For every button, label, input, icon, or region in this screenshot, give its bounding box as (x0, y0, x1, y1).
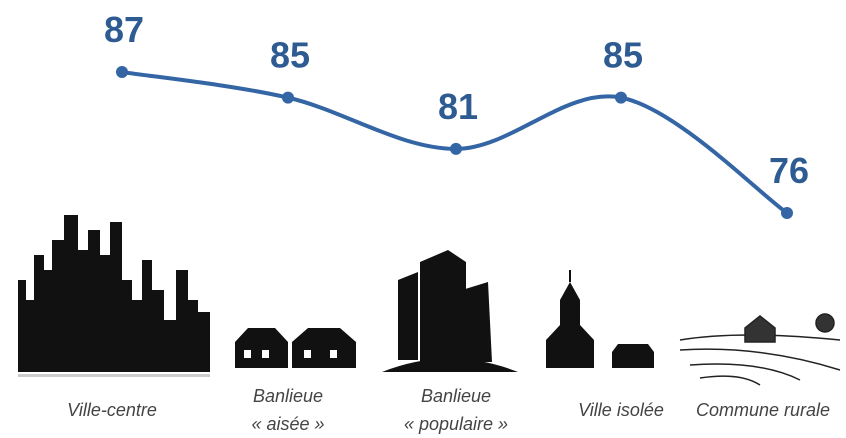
point (282, 91, 294, 104)
category-label: Commune rurale (695, 400, 831, 420)
value-label: 85 (603, 35, 643, 76)
icon-towers (382, 250, 518, 372)
value-label: 87 (104, 9, 144, 50)
point (781, 207, 793, 219)
category-label: Banlieue « populaire » (403, 386, 509, 434)
category-label: Banlieue « aisée » (251, 386, 325, 434)
point (116, 66, 128, 78)
icon-church (546, 270, 654, 368)
icon-farm (679, 313, 841, 386)
value-label: 76 (769, 150, 809, 191)
icon-houses (235, 328, 356, 368)
category-label: Ville isolée (578, 400, 664, 420)
value-label: 85 (270, 35, 310, 76)
value-label: 81 (438, 86, 478, 127)
point (450, 142, 462, 155)
point (615, 91, 627, 104)
category-label: Ville-centre (67, 400, 157, 420)
icon-city (18, 215, 210, 377)
